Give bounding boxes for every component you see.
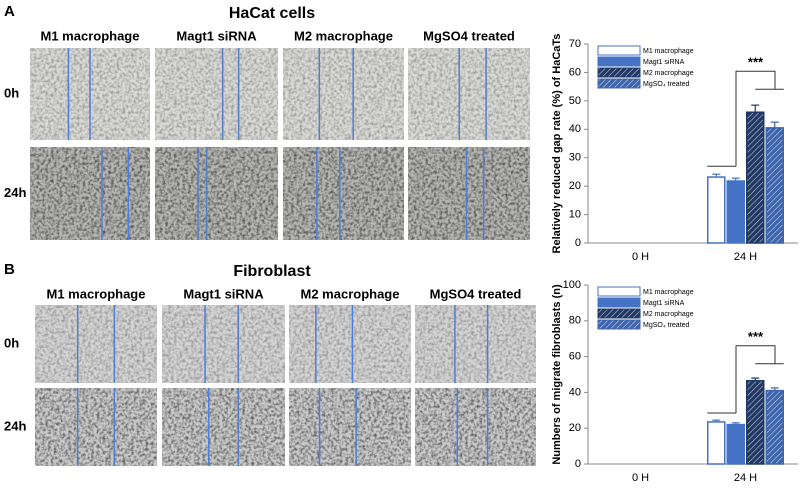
y-tick-label: 0 — [575, 237, 581, 249]
y-tick-label: 0 — [575, 458, 581, 470]
y-axis-label: Relatively reduced gap rate (%) of HaCaT… — [551, 34, 563, 254]
micrograph-texture — [35, 305, 157, 383]
x-tick-label: 24 H — [734, 251, 757, 263]
micrograph-texture — [35, 388, 157, 466]
error-bar — [751, 104, 760, 113]
y-tick-label: 60 — [569, 66, 581, 78]
legend-swatch — [597, 56, 641, 67]
bar — [746, 111, 765, 244]
annotation: *** — [748, 55, 764, 70]
column-header: Magt1 siRNA — [183, 286, 264, 301]
micrograph-texture — [408, 48, 530, 140]
y-tick-label: 40 — [569, 386, 581, 398]
legend-swatch — [597, 286, 641, 297]
row-label: 0h — [4, 335, 19, 350]
y-tick-label: 10 — [569, 208, 581, 220]
legend-label: M1 macrophage — [643, 289, 694, 296]
error-bar — [712, 173, 721, 178]
micrograph-texture — [283, 48, 404, 140]
legend-label: MgSO₄ treated — [643, 322, 690, 329]
bar — [765, 389, 784, 465]
error-bar — [731, 422, 740, 425]
panel-title: HaCat cells — [229, 5, 315, 22]
y-tick-label: 30 — [569, 152, 581, 164]
annotation: *** — [748, 329, 764, 344]
bar — [726, 180, 745, 244]
error-bar — [770, 121, 779, 128]
y-axis-label: Numbers of migrate fibroblasts (n) — [551, 284, 563, 465]
legend-swatch — [597, 319, 641, 330]
column-header: M2 macrophage — [301, 286, 400, 301]
row-label: 0h — [4, 85, 19, 100]
micrograph-texture — [415, 388, 536, 466]
column-header: Magt1 siRNA — [176, 28, 257, 43]
error-bar — [712, 419, 721, 422]
bar — [707, 421, 726, 465]
column-header: M1 macrophage — [47, 286, 146, 301]
legend-label: Magt1 siRNA — [643, 300, 685, 307]
micrograph-texture — [162, 305, 285, 383]
legend-swatch — [597, 297, 641, 308]
y-tick-label: 60 — [569, 351, 581, 363]
y-tick-label: 40 — [569, 123, 581, 135]
x-tick-label: 24 H — [734, 472, 757, 484]
error-bar — [751, 377, 760, 381]
panel-letter: B — [4, 261, 15, 278]
panel-title: Fibroblast — [233, 263, 311, 280]
micrograph-texture — [283, 147, 404, 240]
legend-label: M2 macrophage — [643, 311, 694, 318]
row-label: 24h — [4, 185, 26, 200]
error-bar — [770, 387, 779, 391]
micrograph-texture — [155, 48, 278, 140]
micrograph-texture — [155, 147, 278, 240]
column-header: MgSO4 treated — [423, 28, 515, 43]
bar — [726, 423, 745, 465]
column-header: M1 macrophage — [41, 28, 140, 43]
y-tick-label: 50 — [569, 95, 581, 107]
legend-swatch — [597, 78, 641, 89]
legend-label: M1 macrophage — [643, 48, 694, 55]
significance-bracket — [707, 70, 784, 167]
bar — [746, 380, 765, 465]
legend-swatch — [597, 67, 641, 78]
legend-label: MgSO₄ treated — [643, 81, 690, 88]
column-header: MgSO4 treated — [430, 286, 522, 301]
micrograph-texture — [289, 388, 411, 466]
y-tick-label: 80 — [569, 315, 581, 327]
legend-swatch — [597, 308, 641, 319]
micrograph-texture — [289, 305, 411, 383]
x-tick-label: 0 H — [632, 251, 649, 263]
x-tick-label: 0 H — [632, 472, 649, 484]
y-tick-label: 20 — [569, 180, 581, 192]
row-label: 24h — [4, 418, 26, 433]
bar — [765, 127, 784, 244]
error-bar — [731, 177, 740, 182]
panel-letter: A — [4, 3, 15, 20]
y-tick-label: 70 — [569, 38, 581, 50]
y-tick-label: 100 — [563, 279, 581, 291]
legend-label: Magt1 siRNA — [643, 59, 685, 66]
micrograph-texture — [415, 305, 536, 383]
micrograph-texture — [162, 388, 285, 466]
micrograph-texture — [408, 147, 530, 240]
column-header: M2 macrophage — [294, 28, 393, 43]
legend-swatch — [597, 45, 641, 56]
micrograph-texture — [30, 147, 150, 240]
y-tick-label: 20 — [569, 422, 581, 434]
bar — [707, 176, 726, 244]
legend-label: M2 macrophage — [643, 70, 694, 77]
significance-bracket — [707, 345, 784, 414]
